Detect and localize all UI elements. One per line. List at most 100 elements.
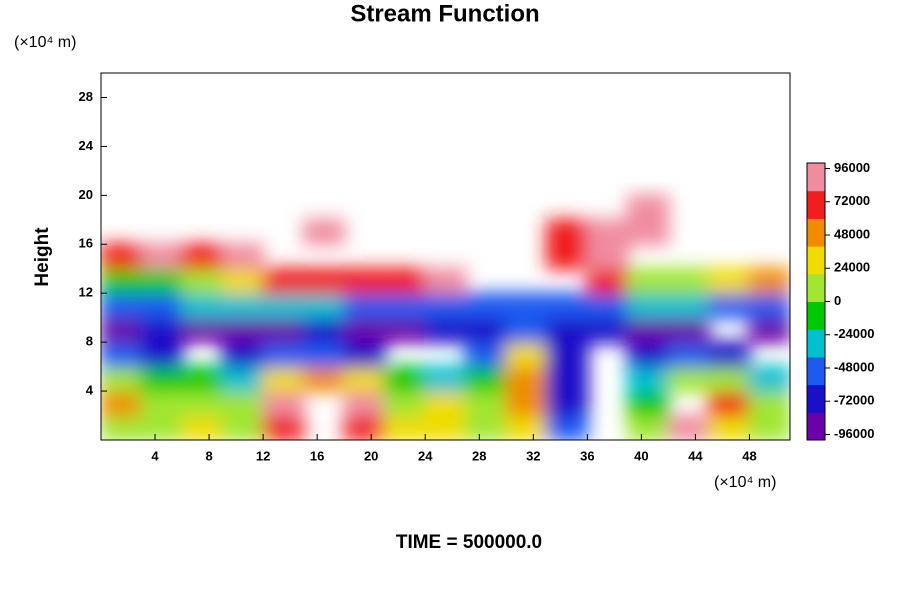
cell [383, 414, 427, 440]
cell [181, 292, 224, 319]
cell [262, 292, 305, 319]
cell [383, 292, 427, 319]
cell [424, 365, 467, 393]
cell [140, 414, 184, 440]
x-unit: (×10⁴ m) [714, 474, 776, 491]
cell [302, 218, 346, 246]
cell [545, 292, 589, 319]
cell [383, 267, 427, 295]
cell [343, 316, 386, 344]
cell [262, 365, 305, 393]
cell [626, 316, 670, 344]
x-tick-label: 24 [418, 448, 433, 463]
cell [140, 267, 184, 295]
cell [464, 341, 508, 368]
cell [101, 292, 143, 319]
y-tick-label: 28 [79, 89, 93, 104]
x-tick-label: 32 [526, 448, 540, 463]
cell [586, 218, 629, 246]
cell [626, 414, 670, 440]
colorbar-band [807, 246, 825, 275]
cell [221, 243, 265, 270]
x-tick-label: 16 [310, 448, 324, 463]
cell [667, 316, 710, 344]
axes: 4 8 12 16 20 24 28 32 36 40 44 48481216202428-96000… [79, 89, 875, 464]
cell [140, 390, 184, 417]
cell [748, 414, 790, 440]
cell [545, 390, 589, 417]
cell [343, 390, 386, 417]
cell [181, 390, 224, 417]
cell [667, 292, 710, 319]
colorbar-label: -96000 [834, 426, 874, 441]
cell [464, 292, 508, 319]
y-tick-label: 20 [79, 187, 93, 202]
cell [221, 292, 265, 319]
x-tick-label: 48 [742, 448, 756, 463]
cell [505, 390, 548, 417]
x-tick-label: 36 [580, 448, 594, 463]
cell [707, 414, 751, 440]
cell [221, 365, 265, 393]
cell [586, 316, 629, 344]
colorbar-band [807, 273, 825, 302]
cell [545, 316, 589, 344]
cell [262, 390, 305, 417]
cell [181, 267, 224, 295]
cell [221, 341, 265, 368]
cell [667, 267, 710, 295]
cell [383, 316, 427, 344]
field [101, 194, 790, 440]
cell [221, 267, 265, 295]
cell [707, 365, 751, 393]
y-tick-label: 24 [79, 138, 94, 153]
x-tick-label: 44 [688, 448, 703, 463]
cell [101, 390, 143, 417]
colorbar-label: -24000 [834, 326, 874, 341]
cell [586, 292, 629, 319]
cell [505, 292, 548, 319]
cell [545, 341, 589, 368]
cell [221, 316, 265, 344]
cell [626, 267, 670, 295]
cell [626, 390, 670, 417]
cell [343, 414, 386, 440]
x-tick-label: 12 [256, 448, 270, 463]
cell [505, 341, 548, 368]
x-tick-label: 8 [205, 448, 212, 463]
cell [140, 365, 184, 393]
cell [505, 414, 548, 440]
cell [181, 414, 224, 440]
colorbar-label: -72000 [834, 393, 874, 408]
y-axis-label: Height [32, 227, 53, 287]
cell [545, 218, 589, 246]
cell [707, 292, 751, 319]
cell [667, 414, 710, 440]
cell [748, 390, 790, 417]
cell [626, 341, 670, 368]
cell [140, 316, 184, 344]
cell [626, 218, 670, 246]
cell [424, 414, 467, 440]
cell [181, 316, 224, 344]
cell [343, 365, 386, 393]
cell [181, 365, 224, 393]
y-tick-label: 4 [86, 383, 94, 398]
colorbar-label: -48000 [834, 359, 874, 374]
cell [667, 341, 710, 368]
y-tick-label: 8 [86, 334, 93, 349]
cell [302, 365, 346, 393]
cell [707, 390, 751, 417]
colorbar-label: 72000 [834, 193, 870, 208]
x-tick-label: 20 [364, 448, 378, 463]
cell [586, 267, 629, 295]
colorbar-band [807, 356, 825, 386]
cell [464, 365, 508, 393]
cell [626, 292, 670, 319]
cell [343, 341, 386, 368]
cell [221, 390, 265, 417]
x-tick-label: 4 [151, 448, 159, 463]
colorbar-band [807, 190, 825, 219]
plot-frame [100, 72, 791, 441]
cells [101, 194, 790, 440]
